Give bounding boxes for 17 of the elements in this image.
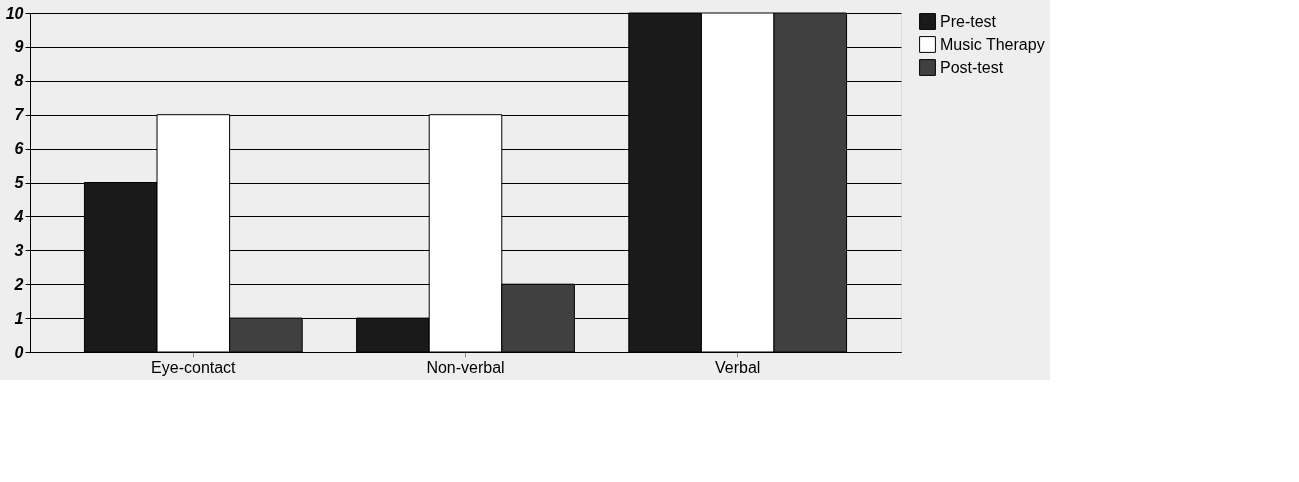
y-tick-label: 8 [14, 72, 24, 90]
y-tick-label: 6 [14, 140, 24, 158]
legend-label: Pre-test [940, 12, 997, 30]
y-tick-label: 1 [14, 309, 24, 327]
y-tick-label: 9 [14, 38, 24, 56]
legend-label: Music Therapy [940, 35, 1045, 53]
y-tick-label: 4 [13, 207, 24, 225]
y-tick-label: 2 [13, 275, 24, 293]
y-tick-label: 5 [14, 174, 25, 191]
x-tick-label: Eye-contact [151, 358, 237, 376]
y-tick-label: 0 [14, 343, 24, 361]
x-tick-label: Verbal [715, 358, 761, 376]
y-tick-label: 7 [14, 106, 25, 124]
x-tick-label: Non-verbal [426, 358, 505, 376]
y-tick-label: 3 [14, 241, 24, 259]
legend-label: Post-test [940, 58, 1004, 76]
y-tick-label: 10 [5, 4, 24, 22]
